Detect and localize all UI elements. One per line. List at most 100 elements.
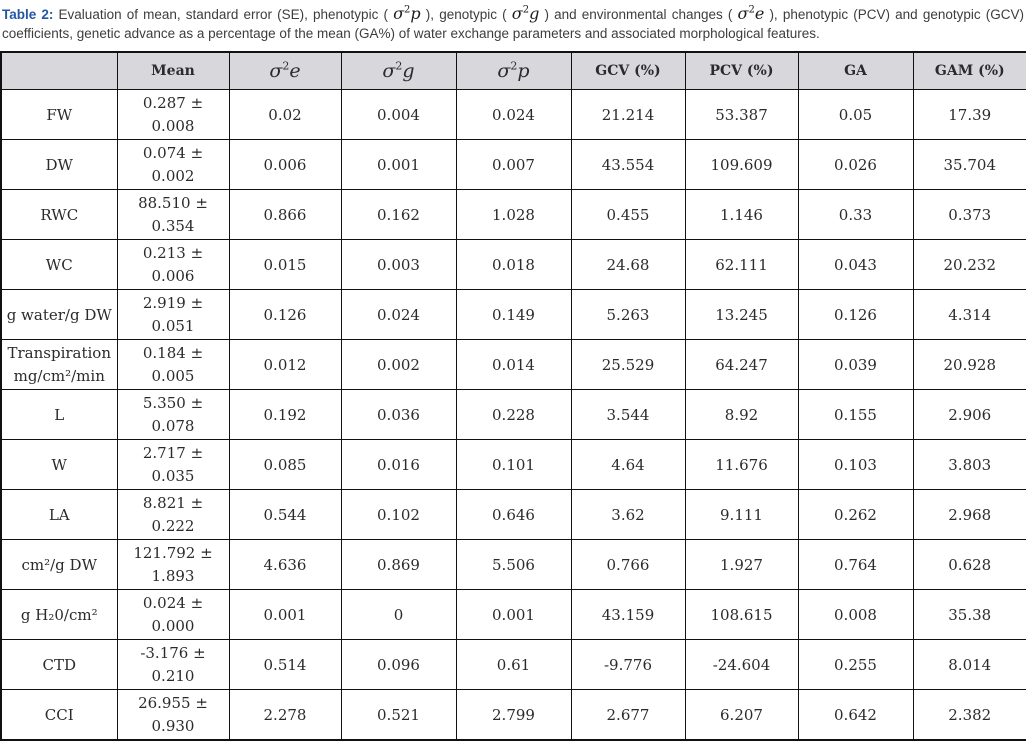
- table-body: FW 0.287 ± 0.008 0.02 0.004 0.024 21.214 53.38…: [0, 89, 1026, 741]
- value-cell: 0.61: [455, 639, 572, 691]
- table-row: CTD -3.176 ± 0.210 0.514 0.096 0.61 -9.776 -24…: [0, 639, 1026, 691]
- value-cell: 1.028: [455, 189, 572, 241]
- header-cell-gam: GAM (%): [912, 51, 1026, 91]
- sigma-squared-e-inline: σ2e: [737, 4, 765, 23]
- row-label: cm²/g DW: [0, 539, 118, 591]
- value-cell: 0.262: [797, 489, 914, 541]
- value-cell: 0.455: [570, 189, 686, 241]
- table-row: W 2.717 ± 0.035 0.085 0.016 0.101 4.64 11.676 0…: [0, 439, 1026, 491]
- value-cell: 0.096: [340, 639, 457, 691]
- table-row: g H₂0/cm² 0.024 ± 0.000 0.001 0 0.001 43.159 1…: [0, 589, 1026, 641]
- table-header: Mean σ2e σ2g σ2p GCV (%) PCV (%) GA GAM …: [0, 51, 1026, 91]
- value-cell: 11.676: [684, 439, 799, 491]
- value-cell: 35.704: [912, 139, 1026, 191]
- value-cell: 0.039: [797, 339, 914, 391]
- table-row: FW 0.287 ± 0.008 0.02 0.004 0.024 21.214 53.38…: [0, 89, 1026, 141]
- value-cell: 0.149: [455, 289, 572, 341]
- mean-cell: 26.955 ± 0.930: [116, 689, 230, 741]
- value-cell: 0.126: [797, 289, 914, 341]
- header-cell-empty: [0, 51, 118, 91]
- value-cell: 0.101: [455, 439, 572, 491]
- value-cell: 0.103: [797, 439, 914, 491]
- value-cell: 0.024: [455, 89, 572, 141]
- value-cell: 21.214: [570, 89, 686, 141]
- mean-cell: 0.184 ± 0.005: [116, 339, 230, 391]
- value-cell: 0: [340, 589, 457, 641]
- header-cell-mean: Mean: [116, 51, 230, 91]
- value-cell: 2.968: [912, 489, 1026, 541]
- row-label: W: [0, 439, 118, 491]
- table-row: RWC 88.510 ± 0.354 0.866 0.162 1.028 0.455 1.1…: [0, 189, 1026, 241]
- value-cell: 35.38: [912, 589, 1026, 641]
- row-label: CTD: [0, 639, 118, 691]
- mean-cell: 5.350 ± 0.078: [116, 389, 230, 441]
- mean-cell: 121.792 ± 1.893: [116, 539, 230, 591]
- value-cell: 1.927: [684, 539, 799, 591]
- header-cell-ga: GA: [797, 51, 914, 91]
- evaluation-table: Mean σ2e σ2g σ2p GCV (%) PCV (%) GA GAM …: [0, 51, 1026, 741]
- value-cell: 0.026: [797, 139, 914, 191]
- value-cell: 0.642: [797, 689, 914, 741]
- caption-text-1: Evaluation of mean, standard error (SE),…: [53, 7, 394, 22]
- value-cell: 3.544: [570, 389, 686, 441]
- sigma-squared-g-inline: σ2g: [511, 4, 540, 23]
- value-cell: 0.102: [340, 489, 457, 541]
- row-label: CCI: [0, 689, 118, 741]
- value-cell: 9.111: [684, 489, 799, 541]
- value-cell: 0.866: [228, 189, 342, 241]
- table-caption: Table 2: Evaluation of mean, standard er…: [2, 3, 1024, 44]
- value-cell: 0.024: [340, 289, 457, 341]
- header-cell-sigma2p: σ2p: [455, 51, 572, 91]
- value-cell: 0.373: [912, 189, 1026, 241]
- value-cell: 109.609: [684, 139, 799, 191]
- value-cell: 0.003: [340, 239, 457, 291]
- value-cell: 0.002: [340, 339, 457, 391]
- value-cell: 0.646: [455, 489, 572, 541]
- value-cell: 6.207: [684, 689, 799, 741]
- value-cell: 25.529: [570, 339, 686, 391]
- value-cell: 0.764: [797, 539, 914, 591]
- row-label: RWC: [0, 189, 118, 241]
- value-cell: 0.001: [228, 589, 342, 641]
- mean-cell: 0.024 ± 0.000: [116, 589, 230, 641]
- value-cell: 0.514: [228, 639, 342, 691]
- value-cell: 4.64: [570, 439, 686, 491]
- sigma-squared-p-inline: σ2p: [393, 4, 421, 23]
- value-cell: 0.255: [797, 639, 914, 691]
- caption-text-2: ), genotypic (: [420, 7, 512, 22]
- row-label: WC: [0, 239, 118, 291]
- value-cell: 0.521: [340, 689, 457, 741]
- caption-text-3: ) and environmental changes (: [539, 7, 738, 22]
- table-row: L 5.350 ± 0.078 0.192 0.036 0.228 3.544 8.92 0.…: [0, 389, 1026, 441]
- value-cell: -9.776: [570, 639, 686, 691]
- mean-cell: 88.510 ± 0.354: [116, 189, 230, 241]
- mean-cell: 0.213 ± 0.006: [116, 239, 230, 291]
- value-cell: 0.036: [340, 389, 457, 441]
- value-cell: 0.05: [797, 89, 914, 141]
- table-row: DW 0.074 ± 0.002 0.006 0.001 0.007 43.554 109.…: [0, 139, 1026, 191]
- value-cell: 0.085: [228, 439, 342, 491]
- header-cell-pcv: PCV (%): [684, 51, 799, 91]
- value-cell: 3.62: [570, 489, 686, 541]
- header-cell-gcv: GCV (%): [570, 51, 686, 91]
- value-cell: -24.604: [684, 639, 799, 691]
- value-cell: 5.506: [455, 539, 572, 591]
- table-row: WC 0.213 ± 0.006 0.015 0.003 0.018 24.68 62.11…: [0, 239, 1026, 291]
- value-cell: 0.015: [228, 239, 342, 291]
- row-label: DW: [0, 139, 118, 191]
- value-cell: 0.012: [228, 339, 342, 391]
- value-cell: 2.278: [228, 689, 342, 741]
- value-cell: 53.387: [684, 89, 799, 141]
- caption-label: Table 2:: [2, 7, 54, 22]
- value-cell: 0.018: [455, 239, 572, 291]
- value-cell: 0.766: [570, 539, 686, 591]
- header-row: Mean σ2e σ2g σ2p GCV (%) PCV (%) GA GAM …: [0, 51, 1026, 91]
- value-cell: 64.247: [684, 339, 799, 391]
- row-label: LA: [0, 489, 118, 541]
- value-cell: 108.615: [684, 589, 799, 641]
- value-cell: 8.92: [684, 389, 799, 441]
- mean-cell: 8.821 ± 0.222: [116, 489, 230, 541]
- mean-cell: 0.287 ± 0.008: [116, 89, 230, 141]
- caption-text-4: ), phenotypic (PCV) and genotypic (GCV) …: [2, 7, 1025, 42]
- value-cell: 2.382: [912, 689, 1026, 741]
